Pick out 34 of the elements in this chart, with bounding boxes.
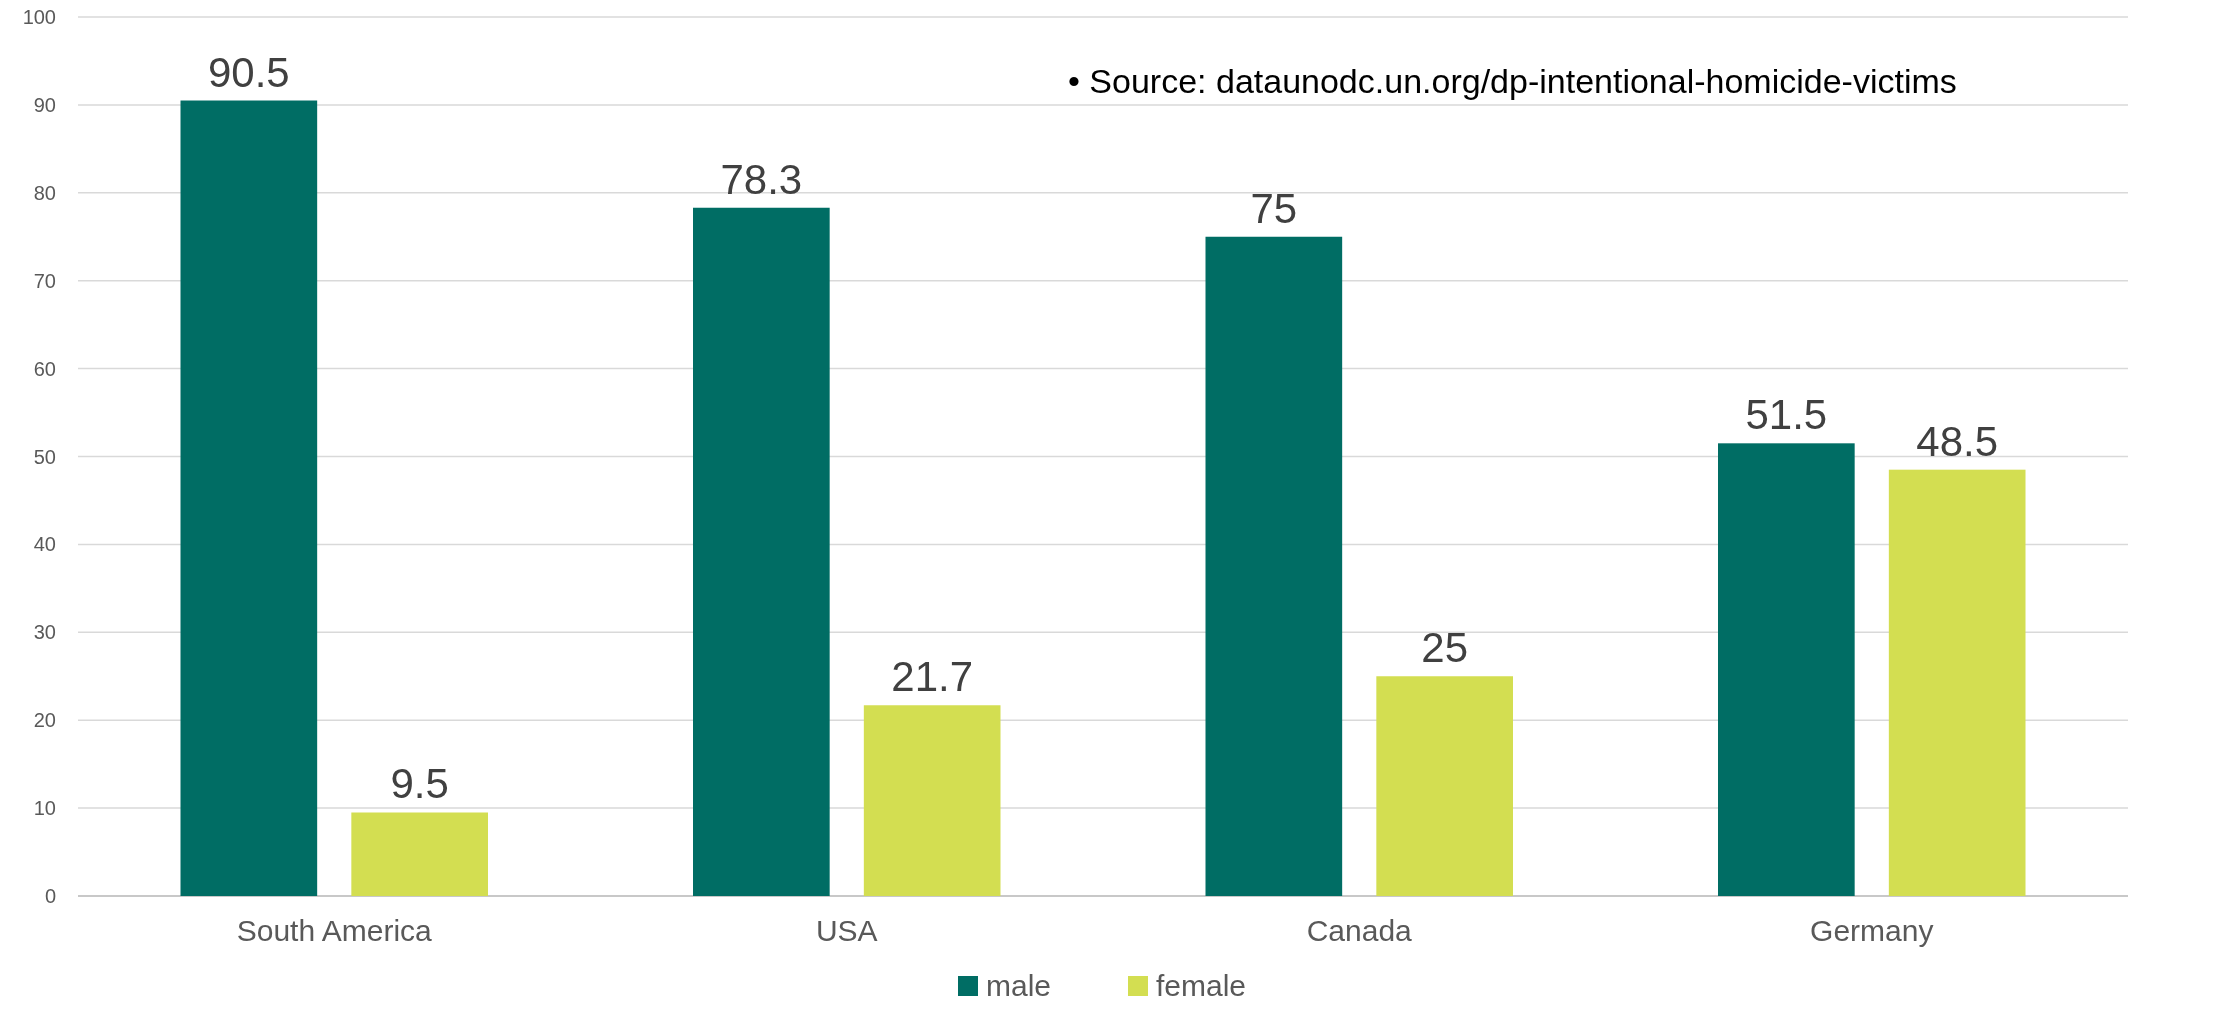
x-tick-label: South America xyxy=(236,914,433,947)
y-tick-label: 40 xyxy=(33,533,56,556)
legend-label: male xyxy=(986,969,1052,1002)
bar xyxy=(1376,676,1513,896)
y-tick-label: 90 xyxy=(33,93,56,116)
annotation: • Source: dataunodc.un.org/dp-intentional-homicide-victims xyxy=(1068,62,1957,100)
data-label: 75 xyxy=(1250,184,1298,232)
y-tick-label: 30 xyxy=(33,621,56,644)
data-label: 90.5 xyxy=(207,48,290,96)
y-tick-label: 100 xyxy=(22,6,56,28)
bar xyxy=(863,705,1001,896)
bar xyxy=(1888,469,2026,896)
bar xyxy=(351,812,488,896)
legend-label: female xyxy=(1156,969,1247,1002)
y-tick-label: 60 xyxy=(33,357,56,380)
y-tick-label: 50 xyxy=(33,445,56,468)
data-label: 48.5 xyxy=(1916,417,1999,465)
data-label: 51.5 xyxy=(1745,391,1828,439)
data-label: 21.7 xyxy=(891,653,974,701)
y-tick-label: 0 xyxy=(44,885,56,907)
data-label: 9.5 xyxy=(390,760,449,808)
bar xyxy=(693,207,830,896)
y-tick-label: 10 xyxy=(33,797,56,820)
x-tick-label: Canada xyxy=(1306,914,1413,947)
y-tick-label: 80 xyxy=(33,181,56,204)
bar xyxy=(1718,443,1855,896)
y-tick-label: 70 xyxy=(33,269,56,292)
bar xyxy=(180,100,318,896)
bar xyxy=(1205,236,1343,896)
y-tick-label: 20 xyxy=(33,709,56,732)
data-label: 78.3 xyxy=(720,155,803,203)
x-tick-label: Germany xyxy=(1810,914,1934,947)
data-label: 25 xyxy=(1421,624,1469,672)
x-tick-label: USA xyxy=(815,914,878,947)
